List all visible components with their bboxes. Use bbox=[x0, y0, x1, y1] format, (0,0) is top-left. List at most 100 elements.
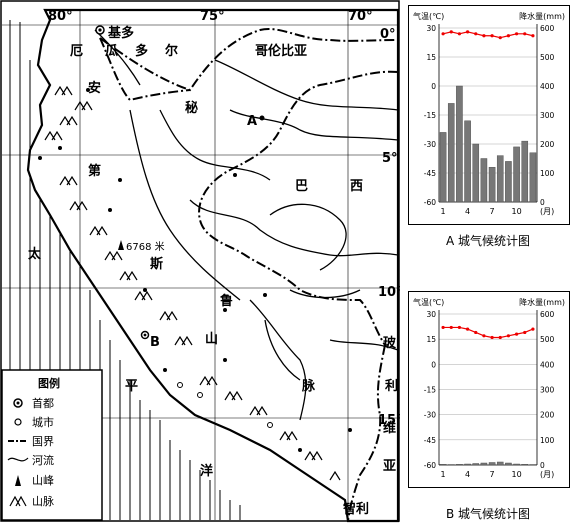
temp-tick-label: 30 bbox=[426, 310, 436, 319]
chart-b-frame: 气温(℃) 降水量(mm) -60 -45 -30 -15 0 15 30 0 100 200 300 4… bbox=[408, 291, 570, 488]
temp-tick-label: -15 bbox=[424, 386, 436, 395]
city-a-dot bbox=[259, 115, 265, 121]
chart-b: 气温(℃) 降水量(mm)-60-45-30-150153001002003004… bbox=[413, 297, 565, 479]
bolivia-3: 维 bbox=[383, 420, 396, 436]
temp-tick-label: -60 bbox=[424, 461, 436, 470]
peak-label: 6768 米 bbox=[126, 240, 165, 253]
andes-3: 斯 bbox=[150, 256, 163, 272]
temperature-point-7 bbox=[490, 335, 494, 340]
precip-tick-label: 500 bbox=[540, 53, 555, 62]
precip-bar-9 bbox=[505, 462, 512, 466]
ecuador-1: 厄 bbox=[70, 44, 83, 59]
temperature-point-2 bbox=[449, 30, 453, 34]
temp-tick-label: -45 bbox=[424, 436, 436, 445]
peru-2: 鲁 bbox=[220, 293, 233, 309]
peak-icon bbox=[118, 240, 124, 250]
national-borders bbox=[99, 28, 399, 522]
precip-tick-label: 600 bbox=[540, 24, 555, 33]
precip-bar-5 bbox=[472, 463, 480, 466]
precip-tick-label: 200 bbox=[540, 411, 555, 420]
lat-0: 0° bbox=[380, 27, 396, 42]
precip-bar-7 bbox=[488, 166, 496, 203]
precip-bar-6 bbox=[480, 158, 488, 203]
precip-bar-8 bbox=[496, 155, 504, 203]
left-axis-label: 气温(℃) bbox=[413, 11, 444, 21]
temp-tick-label: -15 bbox=[424, 111, 436, 120]
precip-bar-11 bbox=[521, 140, 529, 203]
legend-title: 图例 bbox=[38, 376, 60, 390]
lon-80: 80° bbox=[48, 9, 73, 24]
month-tick-label: 10 bbox=[511, 207, 521, 216]
lon-70: 70° bbox=[348, 9, 373, 24]
month-tick-label: 1 bbox=[441, 470, 446, 479]
precip-bar-9 bbox=[505, 161, 512, 203]
precip-bar-12 bbox=[529, 464, 537, 466]
month-tick-label: 1 bbox=[441, 207, 446, 216]
precip-bar-3 bbox=[456, 85, 463, 203]
precip-bar-1 bbox=[439, 132, 447, 203]
temperature-point-2 bbox=[449, 325, 453, 330]
precip-tick-label: 0 bbox=[540, 461, 545, 470]
precip-tick-label: 400 bbox=[540, 82, 555, 91]
month-tick-label: 7 bbox=[490, 470, 495, 479]
temperature-point-4 bbox=[465, 327, 470, 331]
precip-tick-label: 600 bbox=[540, 310, 555, 319]
precip-bar-1 bbox=[439, 464, 447, 466]
right-axis-label: 降水量(mm) bbox=[519, 11, 565, 21]
precip-tick-label: 0 bbox=[540, 198, 545, 207]
pacific-2: 平 bbox=[125, 379, 138, 394]
ecuador-4: 尔 bbox=[165, 43, 178, 59]
month-tick-label: 4 bbox=[465, 207, 470, 216]
precip-bar-11 bbox=[521, 464, 529, 466]
temperature-point-10 bbox=[514, 332, 519, 336]
precip-bar-3 bbox=[456, 464, 463, 466]
precip-tick-label: 200 bbox=[540, 140, 555, 149]
temperature-point-4 bbox=[465, 30, 470, 34]
pacific-1: 太 bbox=[27, 246, 42, 262]
precip-tick-label: 500 bbox=[540, 335, 555, 344]
month-tick-label: 10 bbox=[511, 470, 521, 479]
pacific-3: 洋 bbox=[200, 463, 213, 479]
city-dots bbox=[38, 88, 352, 452]
legend-mountain: 山脉 bbox=[32, 494, 54, 508]
precip-bar-4 bbox=[464, 463, 471, 466]
brazil-2: 西 bbox=[350, 179, 363, 194]
precip-bar-6 bbox=[480, 462, 488, 466]
precip-bar-8 bbox=[496, 461, 504, 466]
legend-city: 城市 bbox=[32, 415, 54, 429]
precip-tick-label: 100 bbox=[540, 169, 555, 178]
precip-bar-4 bbox=[464, 120, 471, 203]
temperature-point-3 bbox=[457, 325, 462, 330]
temperature-point-11 bbox=[523, 330, 527, 335]
precip-tick-label: 100 bbox=[540, 436, 555, 445]
legend: 图例 首都 城市 国界 河流 山峰 山脉 bbox=[1, 369, 103, 521]
peru-1: 秘 bbox=[185, 100, 198, 116]
temperature-point-11 bbox=[523, 32, 527, 36]
bolivia-2: 利 bbox=[385, 378, 398, 394]
temp-tick-label: -45 bbox=[424, 169, 436, 178]
colombia-label: 哥伦比亚 bbox=[255, 43, 307, 59]
temp-tick-label: 0 bbox=[431, 82, 436, 91]
chart-b-caption: B 城气候统计图 bbox=[445, 507, 531, 521]
lat-5: 5° bbox=[382, 151, 398, 166]
temperature-point-1 bbox=[441, 32, 445, 36]
month-unit-label: (月) bbox=[540, 470, 554, 479]
city-rings bbox=[177, 382, 273, 428]
temperature-point-7 bbox=[490, 34, 494, 38]
precip-tick-label: 300 bbox=[540, 111, 555, 120]
temperature-point-5 bbox=[474, 32, 478, 36]
chart-a-caption: A 城气候统计图 bbox=[445, 234, 531, 248]
temp-tick-label: -30 bbox=[424, 140, 436, 149]
ecuador-3: 多 bbox=[135, 43, 148, 59]
precip-bar-10 bbox=[513, 146, 520, 203]
temperature-point-12 bbox=[531, 34, 535, 38]
precip-bar-2 bbox=[447, 103, 455, 203]
precip-bar-5 bbox=[472, 143, 480, 203]
temperature-point-9 bbox=[506, 334, 511, 338]
precip-bar-10 bbox=[513, 463, 520, 466]
temp-tick-label: 15 bbox=[426, 335, 436, 344]
precip-tick-label: 400 bbox=[540, 360, 555, 369]
graticule bbox=[2, 10, 398, 520]
lon-75: 75° bbox=[200, 9, 225, 24]
temp-tick-label: -60 bbox=[424, 198, 436, 207]
